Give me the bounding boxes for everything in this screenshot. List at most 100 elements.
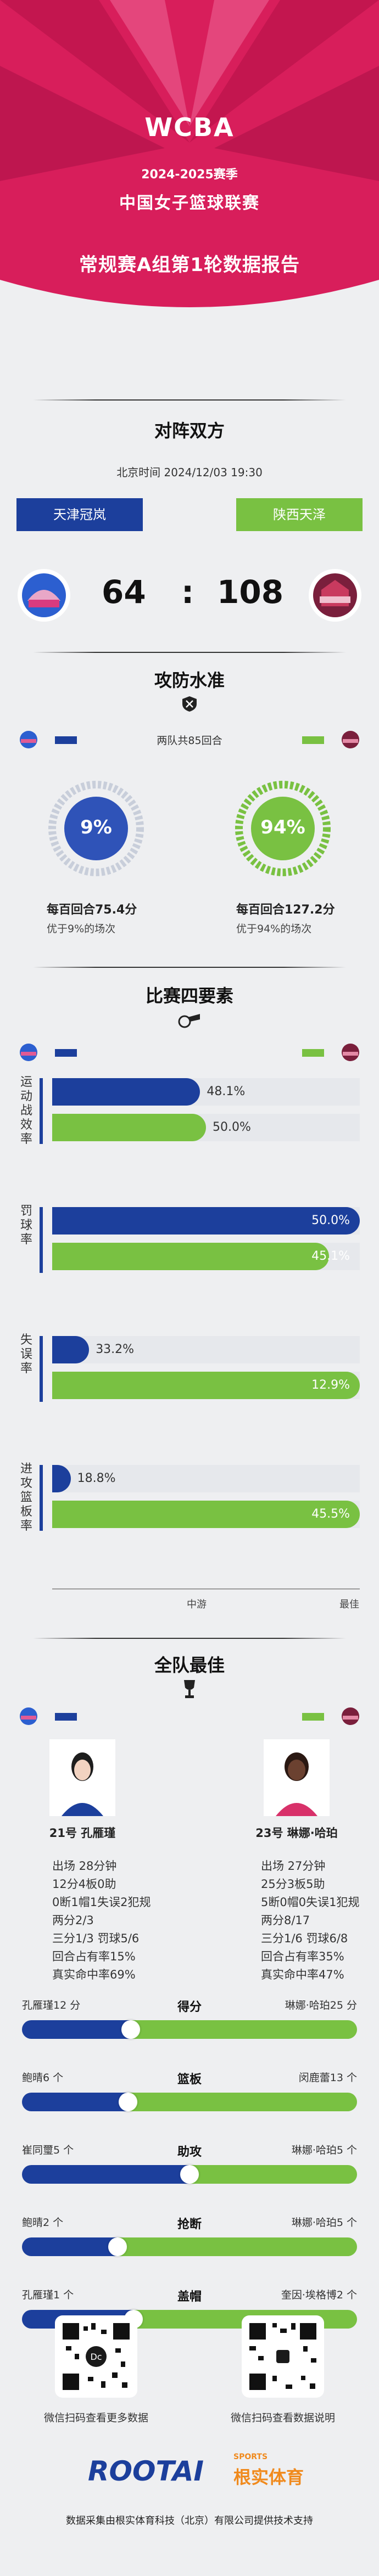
leader-row: 崔同璽5 个 助攻 琳娜·哈珀5 个	[22, 2142, 357, 2186]
factor-bar-row-b: 45.1%	[52, 1243, 360, 1270]
qr-left-caption: 微信扫码查看更多数据	[43, 2412, 148, 2424]
leader-right: 琳娜·哈珀5 个	[291, 2144, 357, 2156]
team-b-legend	[302, 1049, 324, 1057]
factor-label: 失误率	[20, 1333, 32, 1376]
rootai-sports-label: SPORTS	[233, 2453, 268, 2461]
leader-knob	[118, 2093, 137, 2111]
factor-bar-row-b: 50.0%	[52, 1114, 360, 1141]
factor-label: 进攻篮板率	[20, 1462, 32, 1533]
divider	[33, 1638, 346, 1639]
team-b-rating-note: 优于94%的场次	[236, 923, 312, 935]
divider	[33, 652, 346, 653]
player-b-stats: 出场 27分钟 25分3板5助 5断0帽0失误1犯规 两分8/17 三分1/6 罚球6/…	[261, 1857, 359, 1984]
player-stat-line: 两分8/17	[261, 1914, 310, 1927]
team-a-label: 天津冠岚	[16, 498, 143, 531]
factor-bar-b	[52, 1501, 360, 1528]
factor-value-b: 12.9%	[311, 1378, 350, 1392]
factor-label: 运动战效率	[20, 1075, 32, 1146]
score-separator: :	[181, 573, 194, 611]
team-a-legend	[55, 736, 77, 744]
team-a-legend	[55, 1713, 77, 1721]
factor-label: 罚球率	[20, 1204, 32, 1247]
team-b-percentile: 94%	[260, 816, 305, 838]
leader-right: 奎因·埃格博2 个	[281, 2289, 357, 2301]
team-a-rating: 每百回合75.4分	[47, 903, 137, 917]
team-b-logo	[309, 569, 361, 622]
shield-icon	[182, 696, 197, 712]
factor-value-b: 50.0%	[213, 1120, 251, 1134]
possessions-label: 两队共85回合	[157, 735, 222, 747]
factor-value-a: 18.8%	[77, 1472, 116, 1485]
svg-text:Dc: Dc	[90, 2352, 102, 2362]
leader-category: 抢断	[177, 2218, 202, 2231]
score-team-b: 108	[217, 573, 284, 611]
leader-category: 得分	[177, 2000, 202, 2014]
factor-value-a: 33.2%	[96, 1343, 135, 1356]
player-b-name: 23号 琳娜·哈珀	[255, 1827, 338, 1840]
team-b-small-logo	[342, 731, 359, 748]
qr-code-data-explanation[interactable]	[242, 2315, 324, 2398]
factor-bar-row-a: 50.0%	[52, 1207, 360, 1235]
team-a-percentile: 9%	[80, 816, 112, 838]
leader-left: 鲍晴6 个	[22, 2072, 64, 2084]
player-b-photo	[264, 1739, 330, 1816]
team-b-legend	[302, 736, 324, 744]
team-b-rating: 每百回合127.2分	[236, 903, 335, 917]
factor-bar-row-a: 48.1%	[52, 1078, 360, 1106]
player-a-stats: 出场 28分钟 12分4板0助 0断1帽1失误2犯规 两分2/3 三分1/3 罚球5/6…	[52, 1857, 151, 1984]
divider	[33, 399, 346, 401]
axis-best-label: 最佳	[339, 1599, 359, 1610]
factor-value-a: 48.1%	[207, 1085, 246, 1098]
leader-category: 盖帽	[177, 2290, 202, 2304]
leader-right: 闵鹿蕾13 个	[298, 2072, 357, 2084]
team-a-small-logo	[20, 1707, 37, 1725]
leader-track	[22, 2237, 357, 2256]
leader-knob	[180, 2165, 199, 2184]
team-b-small-logo	[342, 1044, 359, 1061]
factor-value-b: 45.1%	[311, 1249, 350, 1263]
section-title-offense-defense: 攻防水准	[154, 670, 225, 691]
leader-knob	[108, 2237, 127, 2256]
match-datetime: 北京时间 2024/12/03 19:30	[116, 466, 263, 479]
team-a-legend	[55, 1049, 77, 1057]
factor-marker	[40, 1207, 43, 1273]
team-a-small-logo	[20, 731, 37, 748]
factor-bar-b	[52, 1243, 329, 1270]
leader-right: 琳娜·哈珀25 分	[285, 1999, 357, 2011]
divider	[33, 967, 346, 968]
player-a-photo	[49, 1739, 115, 1816]
leader-row: 鲍晴2 个 抢断 琳娜·哈珀5 个	[22, 2214, 357, 2258]
team-a-small-logo	[20, 1044, 37, 1061]
factor-bar-a	[52, 1336, 90, 1363]
factor-bar-row-b: 45.5%	[52, 1501, 360, 1528]
factor-bar-a	[52, 1078, 200, 1106]
player-stat-line: 回合占有率15%	[52, 1950, 136, 1963]
season-label: 2024-2025赛季	[141, 168, 238, 182]
team-a-rating-note: 优于9%的场次	[47, 923, 116, 935]
player-stat-line: 三分1/6 罚球6/8	[261, 1932, 348, 1945]
league-name: 中国女子篮球联赛	[119, 194, 260, 213]
report-title: 常规赛A组第1轮数据报告	[79, 254, 300, 276]
factor-value-b: 45.5%	[311, 1507, 350, 1521]
trophy-icon	[184, 1680, 195, 1698]
team-a-logo	[18, 569, 70, 622]
section-title-four-factors: 比赛四要素	[145, 985, 233, 1006]
leader-left: 崔同璽5 个	[22, 2144, 74, 2156]
team-b-small-logo	[342, 1707, 359, 1725]
factor-bar-row-a: 33.2%	[52, 1336, 360, 1363]
leader-track	[22, 2093, 357, 2111]
leader-left: 孔雁瑾1 个	[22, 2289, 74, 2301]
section-title-best: 全队最佳	[154, 1655, 225, 1676]
leader-category: 篮板	[177, 2073, 202, 2087]
qr-code-more-data[interactable]: Dc	[55, 2315, 137, 2398]
team-a-gauge	[48, 781, 144, 876]
player-stat-line: 0断1帽1失误2犯规	[52, 1896, 151, 1909]
leader-track	[22, 2020, 357, 2039]
factor-value-a: 50.0%	[311, 1214, 350, 1227]
leader-left: 孔雁瑾12 分	[22, 1999, 81, 2011]
player-stat-line: 25分3板5助	[261, 1878, 325, 1891]
qr-right-caption: 微信扫码查看数据说明	[230, 2412, 335, 2424]
section-title-matchup: 对阵双方	[154, 420, 225, 441]
whistle-icon	[178, 1014, 200, 1028]
factor-marker	[40, 1336, 43, 1402]
